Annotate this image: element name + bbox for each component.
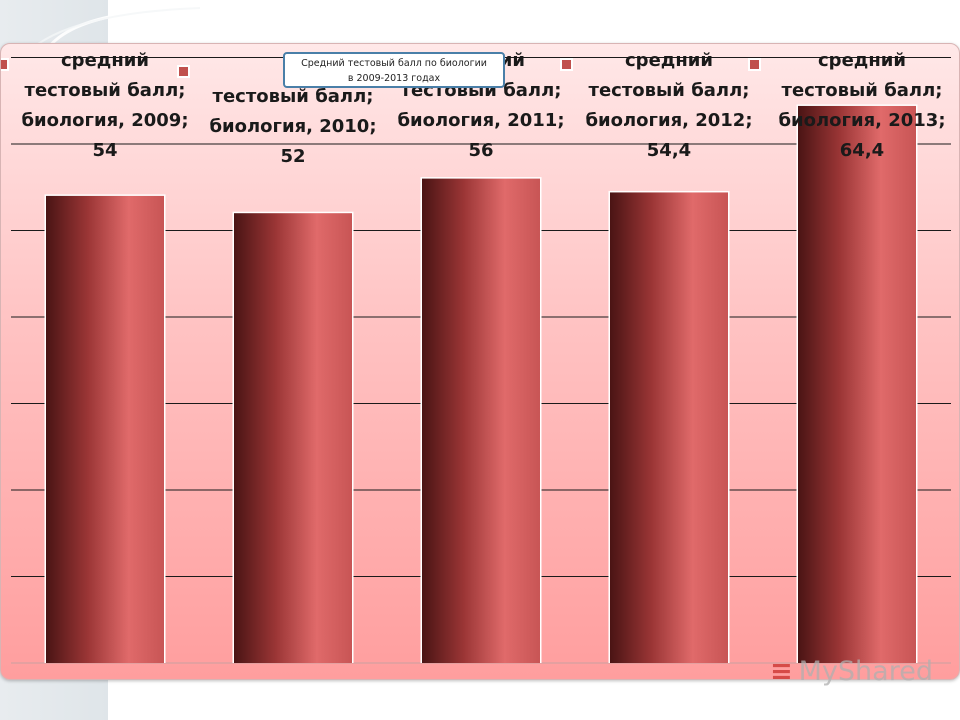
watermark-logo-icon: ≡ <box>770 656 793 687</box>
bar <box>234 213 352 663</box>
data-label: тестовый балл; <box>589 80 750 101</box>
data-label: тестовый балл; <box>25 80 186 101</box>
data-label: тестовый балл; <box>782 80 943 101</box>
bar <box>610 192 728 663</box>
data-label: тестовый балл; <box>213 86 374 107</box>
data-label-marker <box>1 58 9 71</box>
data-label-marker <box>177 65 190 78</box>
data-label: биология, 2011; <box>397 110 564 131</box>
data-label-marker <box>560 58 573 71</box>
watermark-text: MyShared <box>798 656 933 687</box>
bar <box>422 178 540 663</box>
data-label: 52 <box>280 146 305 167</box>
data-label: 56 <box>468 140 493 161</box>
chart-title: Средний тестовый балл по биологии в 2009… <box>283 52 505 88</box>
chart-title-line-1: Средний тестовый балл по биологии <box>301 58 487 69</box>
data-label: 64,4 <box>840 140 884 161</box>
data-label: средний <box>61 50 149 71</box>
data-label: биология, 2013; <box>778 110 945 131</box>
data-label: средний <box>625 50 713 71</box>
data-label: 54 <box>92 140 117 161</box>
chart-title-line-2: в 2009-2013 годах <box>347 73 441 84</box>
data-label: биология, 2010; <box>209 116 376 137</box>
data-label-marker <box>748 58 761 71</box>
chart-plot: средний тестовый балл; биология, 2009; 54 те… <box>1 50 951 664</box>
data-label: биология, 2009; <box>21 110 188 131</box>
data-label: 54,4 <box>647 140 691 161</box>
bar <box>46 195 164 663</box>
chart-panel: средний тестовый балл; биология, 2009; 54 те… <box>0 43 960 680</box>
data-label: биология, 2012; <box>585 110 752 131</box>
watermark: ≡ MyShared <box>770 656 940 696</box>
data-label: средний <box>818 50 906 71</box>
bar <box>798 105 916 663</box>
